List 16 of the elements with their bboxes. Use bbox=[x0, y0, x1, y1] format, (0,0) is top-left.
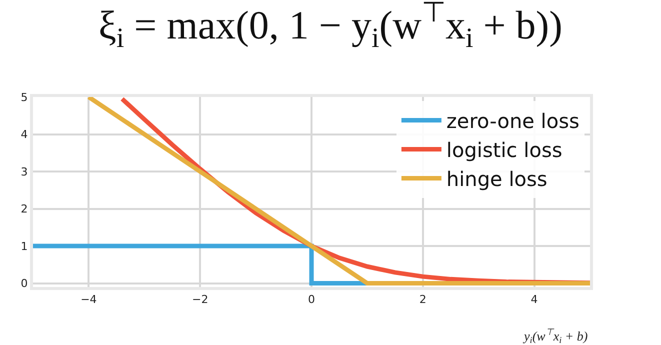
legend-label: logistic loss bbox=[446, 138, 562, 162]
legend-label: hinge loss bbox=[446, 167, 548, 192]
y-tick-label: 5 bbox=[20, 90, 28, 104]
y-tick-label: 3 bbox=[20, 165, 28, 178]
y-tick-label: 1 bbox=[20, 240, 28, 253]
y-tick-label: 4 bbox=[20, 128, 28, 142]
y-tick-label: 0 bbox=[20, 277, 28, 290]
x-tick-label: −4 bbox=[80, 293, 97, 306]
x-tick-label: 2 bbox=[419, 293, 426, 306]
x-tick-label: 0 bbox=[308, 293, 315, 306]
x-tick-label: −2 bbox=[192, 293, 208, 306]
x-tick-label: 4 bbox=[530, 293, 538, 306]
y-tick-label: 2 bbox=[20, 202, 28, 216]
legend-label: zero-one loss bbox=[446, 109, 580, 134]
x-axis-title: y$_{i}$(w$^{⊤}$x$_{i}$ + b) bbox=[522, 327, 588, 345]
chart-title: ξ$_{i}$ = max(0, 1 − y$_{i}$(w$^{⊤}$x$_{i}$ + b)) bbox=[98, 0, 562, 54]
